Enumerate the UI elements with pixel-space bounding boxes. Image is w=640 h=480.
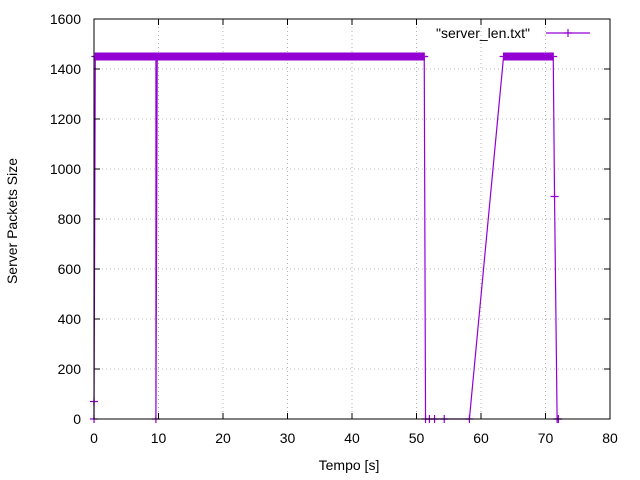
x-tick-label: 70 xyxy=(538,430,554,446)
x-tick-label: 50 xyxy=(409,430,425,446)
dense-marker-band xyxy=(95,52,425,61)
dense-marker-band xyxy=(503,52,554,61)
x-tick-label: 30 xyxy=(280,430,296,446)
y-tick-labels: 0 200 400 600 800 1000 1200 1400 1600 xyxy=(50,11,81,427)
grid-lines xyxy=(94,19,610,419)
y-tick-label: 1400 xyxy=(50,61,81,77)
x-tick-label: 40 xyxy=(344,430,360,446)
x-tick-label: 80 xyxy=(602,430,618,446)
y-axis-label: Server Packets Size xyxy=(4,158,20,284)
series-line xyxy=(93,55,559,420)
y-tick-label: 200 xyxy=(58,361,82,377)
x-tick-label: 0 xyxy=(90,430,98,446)
y-tick-label: 1000 xyxy=(50,161,81,177)
x-tick-labels: 0 10 20 30 40 50 60 70 80 xyxy=(90,430,618,446)
y-tick-label: 0 xyxy=(73,411,81,427)
y-tick-label: 800 xyxy=(58,211,82,227)
x-tick-label: 60 xyxy=(473,430,489,446)
x-axis-label: Tempo [s] xyxy=(319,457,380,473)
y-tick-label: 1600 xyxy=(50,11,81,27)
x-tick-label: 10 xyxy=(151,430,167,446)
x-tick-label: 20 xyxy=(215,430,231,446)
legend-label: "server_len.txt" xyxy=(436,25,530,41)
y-tick-label: 1200 xyxy=(50,111,81,127)
axis-ticks xyxy=(93,18,611,420)
data-point xyxy=(550,192,559,201)
legend-marker-sample xyxy=(564,29,572,37)
legend: "server_len.txt" xyxy=(436,25,590,41)
y-tick-label: 400 xyxy=(58,311,82,327)
series-layer xyxy=(90,52,563,423)
y-tick-label: 600 xyxy=(58,261,82,277)
